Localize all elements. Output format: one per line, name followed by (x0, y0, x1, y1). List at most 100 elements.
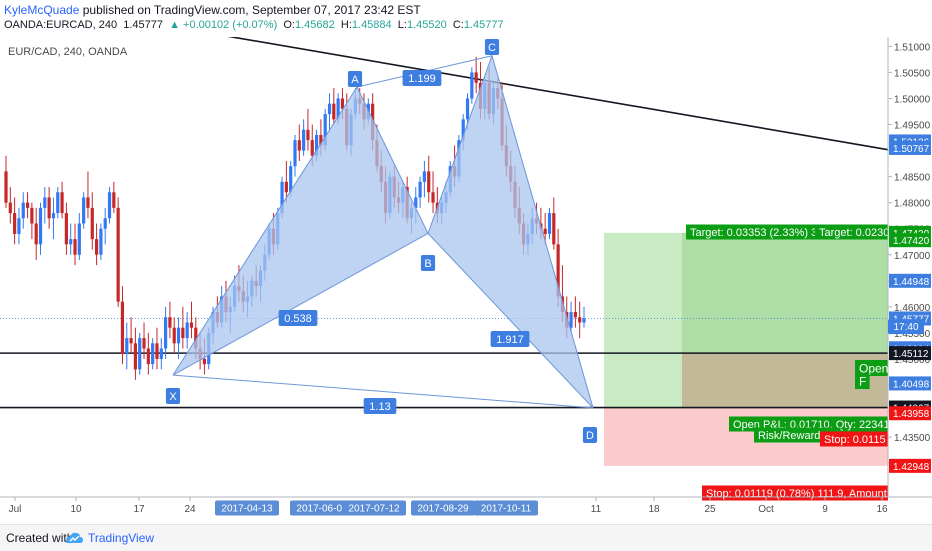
candle-body (38, 207, 43, 245)
pattern-bcd-triangle[interactable] (427, 54, 594, 409)
candle-body (306, 129, 310, 141)
low-label: L: (397, 19, 407, 31)
stop-label-2-bg[interactable] (820, 431, 901, 447)
pattern-point-d: D (586, 430, 594, 442)
candle-body (552, 213, 556, 245)
pattern-ratio-label-bg (363, 398, 397, 414)
publish-text: published on TradingView.com, September … (82, 3, 421, 17)
candle-body (125, 338, 129, 354)
pattern-point-b-bg (420, 255, 436, 271)
date-badge: 2017-10-11 (481, 504, 532, 515)
open-position-label-bg[interactable] (855, 360, 890, 376)
pattern-ratio-label: 1.199 (408, 73, 436, 85)
risk-reward-label-bg[interactable] (754, 427, 841, 443)
candle-body (82, 197, 86, 224)
tradingview-brand[interactable]: TradingView (88, 531, 155, 545)
footer: Created with TradingView (0, 524, 932, 551)
candle-body (94, 239, 99, 255)
pattern-point-d-bg (582, 427, 598, 443)
candle-body (465, 98, 470, 120)
candle-body (86, 197, 90, 208)
candle-body (34, 223, 38, 245)
candle-body (431, 192, 435, 203)
candle-body (181, 327, 185, 339)
candle-body (194, 327, 198, 349)
candle-body (99, 228, 103, 255)
price-badge-bg (889, 233, 931, 248)
created-with-text: Created with (6, 531, 74, 545)
pattern-ratio-label-bg (278, 310, 318, 326)
price-tick-label: 1.45000 (894, 355, 931, 366)
candle-body (547, 213, 552, 234)
price-badge: 1.43958 (893, 409, 930, 420)
pattern-point-b: B (424, 258, 431, 270)
price-chart[interactable]: X A B C D 1.199 0.538 1.917 1.13 Target: 0.03353 … (0, 37, 932, 524)
author-link[interactable]: KyleMcQuade (4, 3, 80, 17)
candle-body (422, 171, 427, 182)
candle-body (129, 338, 133, 344)
pattern-xab-triangle[interactable] (172, 85, 429, 376)
candle-body (323, 114, 327, 146)
time-tick-label: 9 (822, 504, 828, 515)
price-badge-bg (889, 406, 931, 421)
candle-body (77, 223, 81, 255)
pattern-point-a: A (351, 74, 359, 86)
candle-body (474, 72, 478, 83)
time-tick-label: 10 (70, 504, 82, 515)
candle-body (340, 98, 345, 109)
pattern-point-x-bg (165, 388, 181, 404)
candle-body (43, 197, 47, 208)
candle-body (280, 181, 284, 214)
candle-body (8, 202, 12, 214)
price-tick-label: 1.46000 (894, 303, 931, 314)
price-tick-label: 1.50500 (894, 68, 931, 79)
low-value: 1.45520 (406, 19, 447, 31)
candle-body (332, 103, 336, 120)
time-tick-label: Oct (758, 504, 774, 515)
countdown-badge-bg (888, 319, 924, 335)
open-position-label-2: F (859, 374, 866, 388)
pattern-point-c-bg (484, 39, 500, 55)
candle-body (202, 358, 207, 365)
price-tick-label: 1.47000 (894, 251, 931, 262)
candle-body (151, 343, 155, 365)
candle-body (51, 213, 56, 219)
trendline[interactable] (120, 37, 889, 151)
open-position-label: Open (859, 361, 888, 375)
pattern-point-a-bg (347, 71, 363, 87)
time-tick-label: 17 (133, 504, 145, 515)
candle-body (17, 218, 21, 234)
candle-body (60, 192, 64, 214)
pattern-ratio-label: 1.13 (369, 401, 390, 413)
chart-area[interactable]: X A B C D 1.199 0.538 1.917 1.13 Target: 0.03353 … (0, 37, 932, 524)
date-badge-bg (342, 500, 406, 516)
pattern-ratio-label: 0.538 (284, 313, 312, 325)
candle-body (176, 327, 181, 344)
date-badge: 2017-08-29 (417, 504, 469, 515)
price-badge-bg (889, 140, 931, 155)
symbol-name: OANDA:EURCAD, 240 (4, 19, 118, 31)
target-label: Target: 0.03353 (2.33%) 3: (690, 227, 820, 239)
candle-body (427, 171, 431, 193)
candle-body (582, 318, 586, 323)
open-value: 1.45682 (295, 19, 335, 31)
candle-body (30, 207, 34, 224)
candle-body (133, 343, 138, 370)
candle-body (155, 343, 159, 359)
price-badge-bg (889, 346, 931, 361)
candle-body (314, 134, 319, 156)
time-tick-label: 25 (704, 504, 716, 515)
target-label-bg[interactable] (686, 224, 852, 240)
time-tick-label: 18 (648, 504, 660, 515)
pattern-point-c: C (488, 42, 496, 54)
overlap-zone (682, 353, 888, 408)
open-position-label-2-bg[interactable] (855, 373, 870, 389)
date-badge-bg (215, 500, 279, 516)
pattern-xd-leg (172, 374, 594, 409)
price-badge: 1.42948 (893, 462, 930, 473)
publish-info: KyleMcQuade published on TradingView.com… (4, 3, 421, 17)
price-tick-label: 1.43500 (894, 433, 931, 444)
candle-body (13, 213, 17, 234)
candle-body (418, 181, 422, 198)
candle-body (319, 134, 323, 146)
